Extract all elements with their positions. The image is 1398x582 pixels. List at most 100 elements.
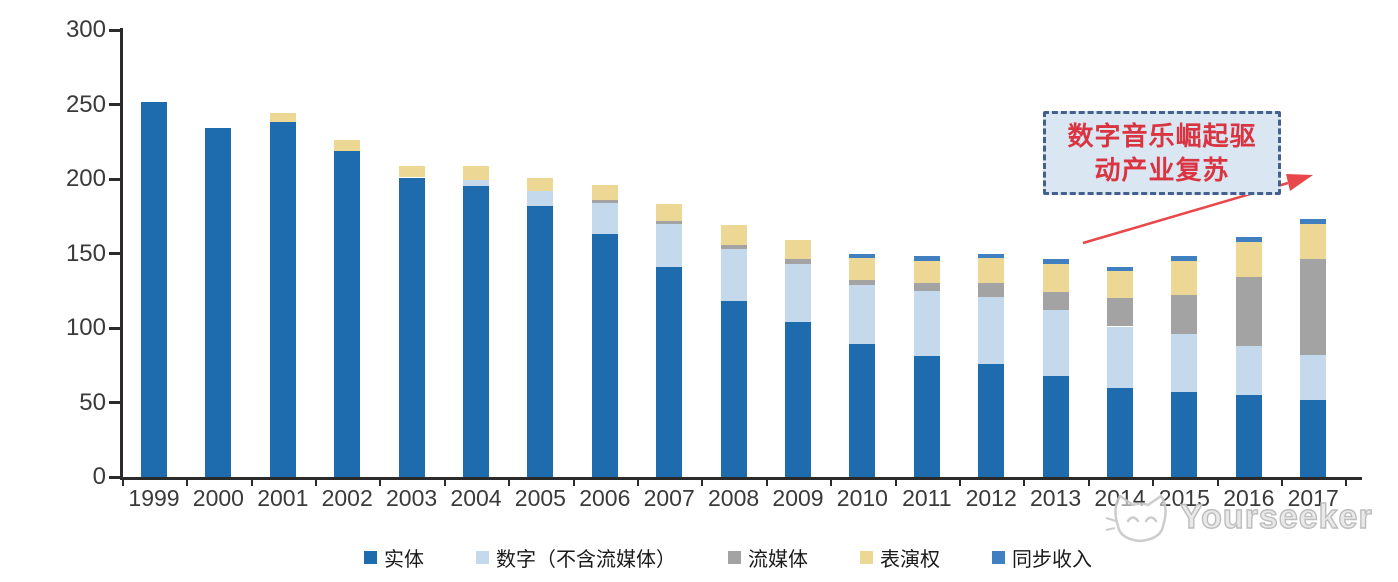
x-tick-label: 2016	[1223, 485, 1275, 511]
legend-swatch-icon	[860, 551, 873, 564]
x-tick	[186, 477, 189, 486]
bar-segment-2009	[785, 259, 811, 264]
bar-segment-2005	[527, 205, 554, 477]
y-tick	[109, 475, 122, 479]
y-tick-label: 0	[92, 463, 106, 490]
bar-segment-2011	[913, 283, 940, 291]
x-tick	[1023, 477, 1026, 486]
x-tick-label: 2010	[836, 485, 888, 511]
y-tick	[109, 103, 122, 106]
legend-label: 数字（不含流媒体）	[496, 549, 676, 571]
bar-segment-2009	[785, 263, 811, 323]
bar-segment-2014	[1107, 266, 1133, 272]
bar-segment-2008	[720, 225, 747, 245]
bar-segment-2013	[1042, 259, 1069, 264]
x-tick-label: 2014	[1094, 485, 1146, 511]
bar-segment-2005	[527, 177, 554, 191]
x-tick-label: 2011	[902, 485, 952, 511]
legend-swatch-icon	[476, 551, 489, 564]
bar-segment-2015	[1171, 260, 1198, 296]
bar-segment-2017	[1300, 219, 1327, 224]
bar-segment-2015	[1171, 256, 1198, 261]
bar-segment-2015	[1171, 295, 1198, 334]
legend-label: 同步收入	[1012, 549, 1092, 571]
annotation-callout: 数字音乐崛起驱 动产业复苏	[1043, 111, 1281, 195]
bar-segment-1999	[141, 101, 167, 477]
x-tick-label: 2005	[514, 485, 566, 511]
bar-segment-2000	[205, 128, 232, 477]
y-tick	[109, 401, 122, 404]
bar-segment-2013	[1042, 263, 1069, 293]
x-tick-label: 2007	[643, 485, 695, 511]
x-tick	[1281, 477, 1283, 486]
bar-segment-2016	[1235, 277, 1262, 346]
bar-segment-2016	[1235, 237, 1262, 242]
bar-segment-2017	[1300, 259, 1327, 355]
bar-segment-2009	[785, 240, 811, 260]
bar-segment-2012	[978, 283, 1005, 297]
x-tick-label: 2008	[708, 485, 760, 511]
x-tick	[637, 477, 639, 486]
x-tick	[830, 477, 833, 486]
x-tick	[765, 477, 768, 486]
legend-swatch-icon	[992, 551, 1005, 564]
annotation-text-line1: 数字音乐崛起驱	[1067, 121, 1257, 151]
x-tick	[250, 477, 253, 486]
bar-segment-2001	[269, 113, 296, 123]
y-tick	[109, 28, 122, 32]
bar-segment-2006	[591, 234, 618, 477]
x-tick-label: 2000	[192, 485, 244, 511]
x-tick-label: 2001	[257, 485, 309, 511]
x-tick-label: 2004	[450, 485, 502, 511]
legend: 实体 数字（不含流媒体） 流媒体 表演权 同步收入	[364, 543, 1092, 572]
x-tick-label: 2013	[1030, 485, 1082, 511]
x-tick	[508, 477, 511, 486]
bar-segment-2010	[849, 257, 876, 281]
bar-segment-2008	[720, 249, 747, 302]
x-tick	[959, 477, 961, 486]
x-tick	[572, 477, 575, 486]
x-tick	[315, 477, 317, 486]
bar-segment-2003	[398, 165, 425, 178]
bar-segment-2011	[913, 290, 940, 357]
bar-segment-2015	[1171, 333, 1198, 393]
legend-label: 表演权	[880, 549, 940, 571]
y-tick-label: 100	[65, 314, 106, 341]
legend-item: 同步收入	[992, 543, 1092, 572]
y-tick	[109, 252, 122, 255]
legend-swatch-icon	[364, 551, 377, 564]
bar-segment-2007	[656, 220, 683, 224]
bar-segment-2014	[1107, 271, 1133, 299]
x-tick-label: 2017	[1287, 485, 1339, 511]
bar-segment-2012	[978, 296, 1005, 364]
legend-item: 流媒体	[728, 543, 808, 572]
bar-segment-2015	[1171, 392, 1198, 477]
bar-segment-2012	[978, 253, 1005, 258]
bar-segment-2016	[1235, 395, 1262, 477]
bar-segment-2007	[656, 223, 683, 267]
bar-segment-2010	[849, 344, 876, 477]
bar-segment-2006	[591, 202, 618, 235]
legend-label: 流媒体	[748, 549, 808, 571]
bar-segment-2001	[269, 122, 296, 477]
x-tick	[894, 477, 897, 486]
x-tick	[701, 477, 704, 486]
bar-segment-2004	[463, 165, 489, 181]
bar-segment-2012	[978, 257, 1005, 284]
legend-label: 实体	[384, 549, 424, 571]
bar-segment-2010	[849, 280, 876, 285]
x-tick-label: 2012	[965, 485, 1017, 511]
bar-segment-2006	[591, 199, 618, 203]
bar-segment-2006	[591, 184, 618, 200]
bar-segment-2012	[978, 363, 1005, 477]
bar-segment-2005	[527, 190, 554, 206]
bar-segment-2007	[656, 266, 683, 477]
bar-segment-2016	[1235, 241, 1262, 278]
y-tick	[109, 177, 122, 181]
y-tick-label: 250	[65, 90, 106, 118]
bar-segment-2010	[849, 284, 876, 345]
y-tick-label: 50	[79, 388, 106, 416]
bar-segment-2002	[334, 140, 361, 151]
annotation-text-line2: 动产业复苏	[1094, 155, 1230, 185]
